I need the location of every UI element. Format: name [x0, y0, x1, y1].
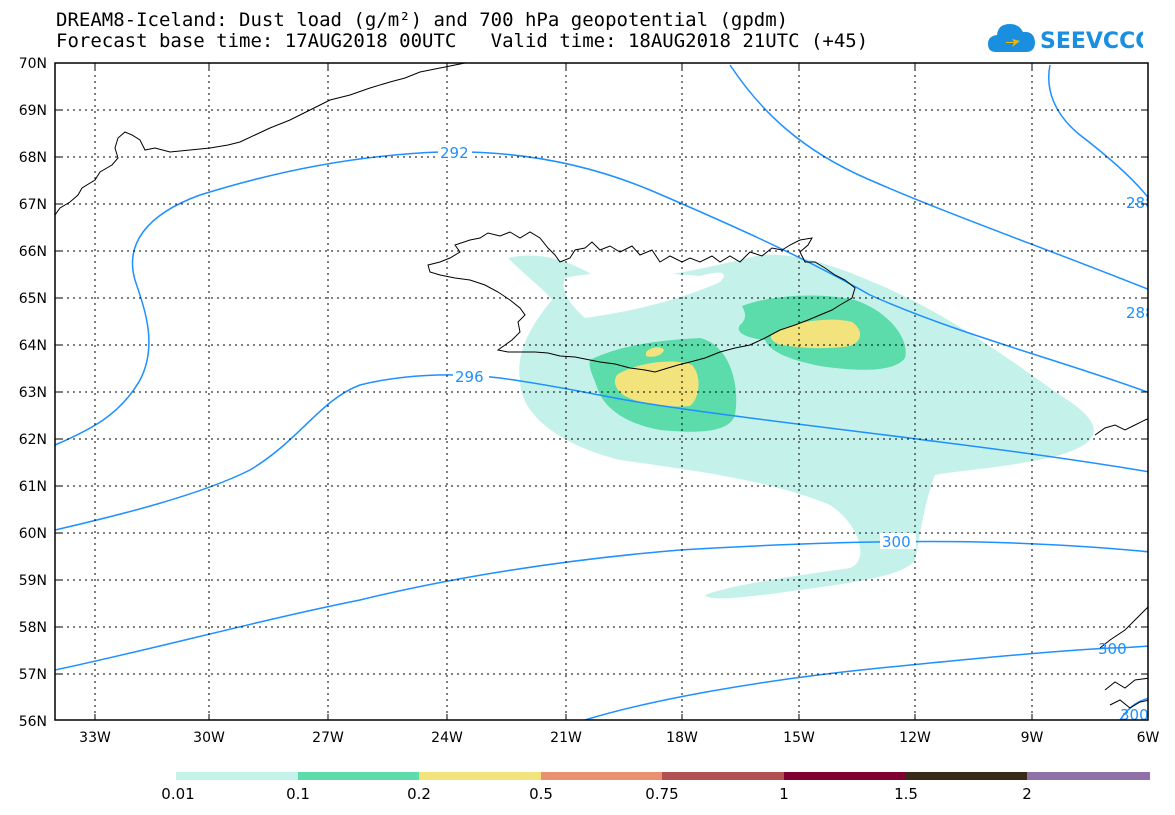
lat-label: 58N: [19, 620, 47, 636]
longitude-labels: 33W 30W 27W 24W 21W 18W 15W 12W 9W 6W: [79, 730, 1159, 746]
cloud-icon: [988, 24, 1035, 52]
axis-ticks: [55, 63, 1148, 720]
dust-region-low: [508, 254, 1094, 599]
dust-region-high-west: [614, 361, 699, 407]
contour-288-b: [1048, 64, 1148, 199]
contour-label-288-a: 288: [1126, 194, 1155, 212]
contour-300-south: [584, 645, 1148, 720]
contour-label-300: 300: [882, 533, 911, 551]
geopotential-contours: [55, 64, 1148, 720]
contour-296: [55, 374, 1148, 531]
contour-label-300-c: 300: [1120, 706, 1149, 724]
map-subtitle: Forecast base time: 17AUG2018 00UTC Vali…: [56, 30, 869, 52]
lon-label: 21W: [550, 730, 582, 746]
graticule: [55, 63, 1148, 720]
lat-label: 68N: [19, 150, 47, 166]
contour-label-300-b: 300: [1098, 640, 1127, 658]
lat-label: 61N: [19, 479, 47, 495]
logo-text: SEEVCCC: [1040, 29, 1143, 54]
lat-label: 56N: [19, 714, 47, 730]
lon-label: 9W: [1021, 730, 1044, 746]
lon-label: 33W: [79, 730, 111, 746]
lat-label: 66N: [19, 244, 47, 260]
lon-label: 27W: [312, 730, 344, 746]
iceland-coast: [427, 231, 856, 373]
contour-label-288-b: 288: [1126, 304, 1155, 322]
contour-label-292: 292: [440, 144, 469, 162]
lon-label: 30W: [193, 730, 225, 746]
contour-300: [55, 540, 1148, 671]
dust-region-high-west-small: [646, 347, 664, 357]
lon-label: 18W: [666, 730, 698, 746]
lat-label: 70N: [19, 56, 47, 72]
dust-region-high-east: [770, 319, 861, 349]
map-title: DREAM8-Iceland: Dust load (g/m²) and 700…: [56, 9, 789, 31]
lat-label: 59N: [19, 573, 47, 589]
contour-292: [55, 151, 1148, 446]
dust-region-low-bite: [563, 272, 724, 318]
greenland-coast: [55, 63, 468, 216]
lat-label: 64N: [19, 338, 47, 354]
lon-label: 12W: [899, 730, 931, 746]
lat-label: 60N: [19, 526, 47, 542]
coastlines: [55, 63, 1148, 709]
lat-label: 69N: [19, 103, 47, 119]
lat-label: 65N: [19, 291, 47, 307]
lat-label: 63N: [19, 385, 47, 401]
seevccc-logo: SEEVCCC: [988, 24, 1143, 54]
contour-288-a: [729, 64, 1148, 291]
lat-label: 57N: [19, 667, 47, 683]
contour-label-296: 296: [455, 368, 484, 386]
contour-labels: 292 296 300 288 288 300 300: [438, 144, 1155, 724]
faroe-scotland-coast: [1094, 418, 1148, 709]
lon-label: 15W: [783, 730, 815, 746]
lon-label: 24W: [431, 730, 463, 746]
latitude-labels: 70N 69N 68N 67N 66N 65N 64N 63N 62N 61N …: [19, 56, 47, 730]
lon-label: 6W: [1137, 730, 1160, 746]
lat-label: 67N: [19, 197, 47, 213]
lat-label: 62N: [19, 432, 47, 448]
